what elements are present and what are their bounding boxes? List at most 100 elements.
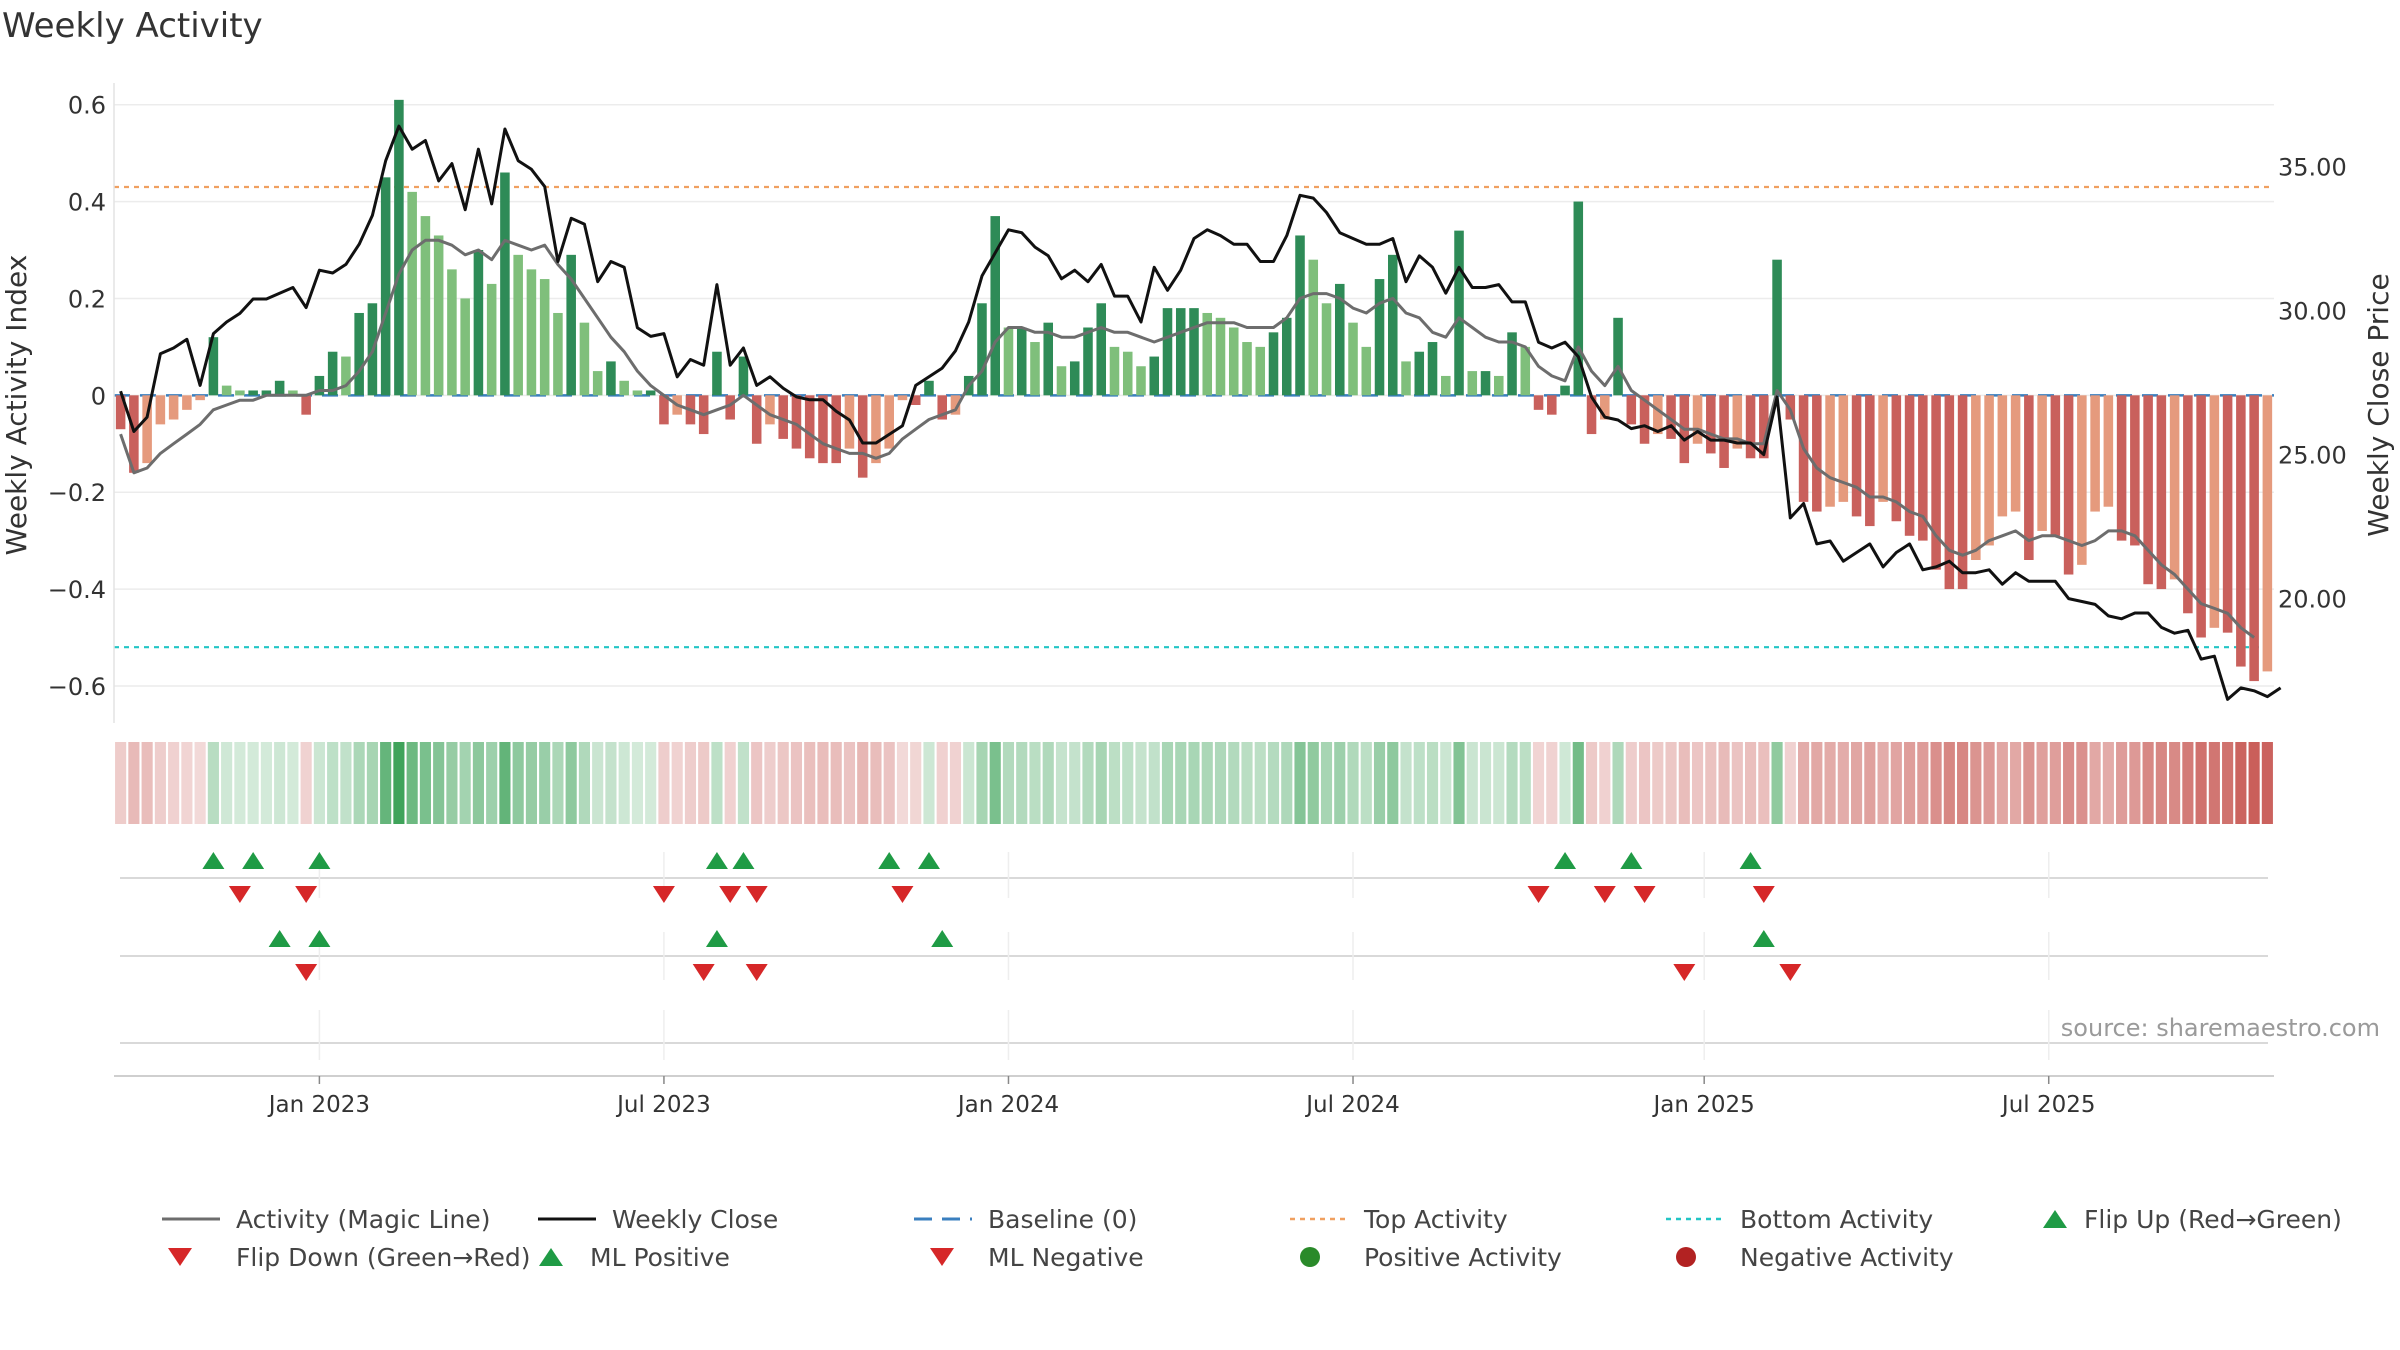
activity-bar (1904, 395, 1915, 536)
ml-negative-marker (295, 964, 318, 981)
activity-bar (606, 361, 616, 396)
activity-bar (142, 395, 152, 464)
heat-strip-cell (578, 742, 590, 824)
activity-bar (619, 380, 629, 396)
activity-bar (818, 395, 828, 464)
activity-bar (1427, 342, 1438, 396)
heat-strip-cell (1029, 742, 1041, 824)
activity-bar (1918, 395, 1928, 541)
heat-strip-cell (1254, 742, 1266, 824)
activity-bar (1401, 361, 1411, 396)
heat-strip-cell (1864, 742, 1876, 824)
activity-bar (738, 356, 749, 396)
heat-strip-cell (1996, 742, 2008, 824)
heat-strip-cell (1599, 742, 1611, 824)
heat-strip-cell (1890, 742, 1902, 824)
heat-strip-cell (1479, 742, 1492, 824)
activity-bar (2209, 395, 2220, 628)
heat-strip-cell (843, 742, 856, 824)
activity-bar (168, 395, 179, 420)
legend-label: Baseline (0) (988, 1204, 1138, 1234)
activity-bar (1533, 395, 1544, 410)
activity-bar (1255, 346, 1266, 396)
activity-bar (182, 395, 192, 410)
activity-bar (884, 395, 894, 449)
legend-item-baseline: Baseline (0) (912, 1200, 1288, 1238)
activity-bar (500, 172, 510, 396)
flip-down-marker (1527, 886, 1550, 903)
activity-bar (1931, 395, 1941, 570)
heat-strip-cell (1837, 742, 1849, 824)
flip-up-marker (878, 852, 901, 869)
activity-bar (791, 395, 802, 449)
heat-strip-cell (1002, 742, 1015, 824)
heat-strip-cell (1307, 742, 1319, 824)
activity-bar (1083, 327, 1093, 396)
heat-strip-cell (1638, 742, 1651, 824)
activity-bar (950, 395, 961, 415)
flip-down-marker (719, 886, 742, 903)
legend-label: Weekly Close (612, 1204, 779, 1234)
heat-strip-cell (1055, 742, 1068, 824)
heat-strip-cell (2248, 742, 2260, 824)
heat-strip-cell (645, 742, 657, 824)
heat-strip-cell (1161, 742, 1174, 824)
activity-bar (1944, 395, 1955, 590)
legend-item-magic-line: Activity (Magic Line) (160, 1200, 536, 1238)
heat-strip-cell (883, 742, 895, 824)
heat-strip-cell (658, 742, 670, 824)
activity-bar (274, 380, 285, 396)
activity-bar (1745, 395, 1756, 459)
activity-bar (1202, 312, 1213, 396)
activity-bar (2222, 395, 2233, 633)
heat-strip-cell (1241, 742, 1253, 824)
heat-strip-cell (1811, 742, 1823, 824)
activity-bar (2249, 395, 2259, 682)
legend-label: Bottom Activity (1740, 1204, 1934, 1234)
x-tick-label: Jul 2025 (2000, 1092, 2096, 1118)
heat-strip-cell (247, 742, 259, 824)
legend-swatch-baseline (914, 1217, 972, 1221)
heat-strip-cell (446, 742, 458, 824)
heat-strip-cell (154, 742, 166, 824)
x-tick-label: Jan 2023 (267, 1092, 370, 1118)
y2-axis-title: Weekly Close Price (2362, 273, 2395, 536)
activity-bar (1136, 366, 1146, 396)
activity-bar (526, 269, 537, 396)
heat-strip-cell (1559, 742, 1571, 824)
heat-strip-cell (830, 742, 842, 824)
activity-bar (2196, 395, 2206, 638)
heat-strip-cell (380, 742, 392, 824)
heat-strip-cell (499, 742, 511, 824)
heat-strip-cell (2076, 742, 2088, 824)
activity-bar (1586, 395, 1597, 435)
activity-bar (354, 312, 364, 396)
activity-bar (248, 390, 258, 396)
activity-bar (341, 356, 351, 396)
activity-bar (1639, 395, 1650, 444)
heat-strip-cell (366, 742, 378, 824)
flip-down-marker (1593, 886, 1616, 903)
legend-label: Top Activity (1364, 1204, 1508, 1234)
activity-bar (2143, 395, 2153, 585)
heat-strip-cell (1373, 742, 1386, 824)
legend-item-positive-activity: Positive Activity (1288, 1238, 1664, 1276)
y2-tick-label: 35.00 (2278, 153, 2347, 181)
heat-strip-cell (472, 742, 484, 824)
triangle-down-icon (168, 1248, 192, 1266)
activity-bar (1295, 235, 1305, 396)
page-title: Weekly Activity (2, 6, 263, 46)
flip-up-marker (1739, 852, 1762, 869)
activity-bar (394, 99, 404, 396)
legend-swatch-bottom-activity (1666, 1217, 1724, 1221)
activity-bar (566, 254, 576, 396)
heat-strip-cell (2169, 742, 2181, 824)
heat-strip-cell (684, 742, 697, 824)
ml-negative-marker (1779, 964, 1802, 981)
heat-strip-cell (1095, 742, 1107, 824)
activity-bar (857, 395, 868, 478)
activity-bar (1388, 254, 1398, 396)
activity-bar (2183, 395, 2193, 614)
activity-bar (486, 283, 497, 396)
activity-bar (380, 177, 391, 396)
